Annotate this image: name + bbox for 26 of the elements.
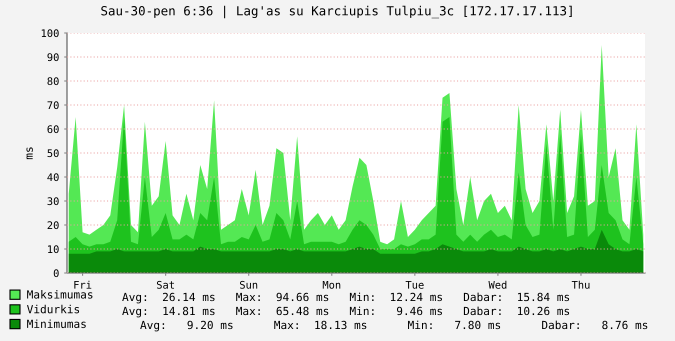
y-tick-label: 100 [42,29,59,38]
x-tick-label: Mon [322,281,340,289]
chart-title: Sau-30-pen 6:36 | Lag'as su Karciupis Tulpiu_3c [172.17.17.113] [101,6,572,18]
y-tick-label: 50 [48,149,59,158]
x-tick-label: Fri [74,280,92,289]
y-tick-label: 40 [47,173,59,182]
y-tick-label: 30 [48,197,59,206]
x-tick-label: Sun [240,280,258,289]
x-tick-label: Sat [156,280,174,289]
x-tick-label: Thu [572,280,590,289]
y-tick-label: 80 [47,77,59,86]
legend-label: Maksimumas [27,290,92,299]
y-tick-label: 10 [48,245,59,254]
y-tick-label: 20 [48,221,59,230]
legend-label: Minimumas [27,319,86,328]
y-axis-title: ms [26,147,33,160]
x-tick-label: Wed [488,280,506,289]
legend-label: Vidurkis [26,304,80,314]
y-tick-label: 90 [47,53,59,62]
y-tick-label: 60 [47,125,59,134]
y-tick-label: 0 [54,269,59,278]
text: Avg: 26.14 ms Max: 94.66 ms Min: 12.24 ms Dabar: 15.84 ms [122,292,570,304]
text: Avg: 14.81 ms Max: 65.48 ms Min: 9.46 ms Dabar: 10.26 ms [122,306,570,318]
y-tick-label: 70 [48,101,59,110]
x-tick-label: Tue [406,281,424,289]
text: Avg: 9.20 ms Max: 18.13 ms Min: 7.80 ms Dabar: 8.76 ms [140,320,648,332]
